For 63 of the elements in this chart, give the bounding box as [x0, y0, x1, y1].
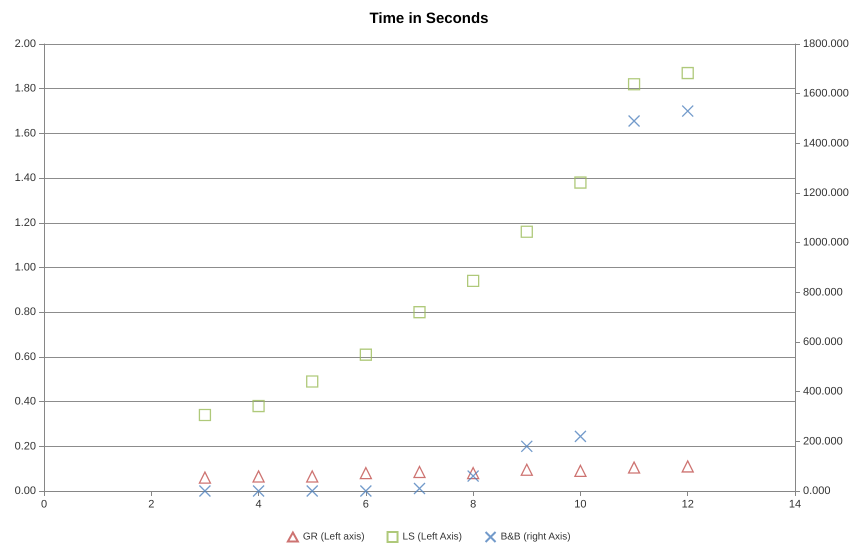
y2-tick-label: 1800.000: [803, 38, 849, 50]
point: [198, 408, 212, 422]
point: [413, 306, 426, 318]
x-tick-label: 10: [574, 498, 587, 510]
point: [413, 482, 426, 495]
y2-tick-label: 600.000: [803, 336, 843, 348]
y-tick-label: 0.20: [14, 440, 36, 452]
x-tick-label: 6: [362, 498, 369, 510]
y-tick-label: 2.00: [14, 38, 36, 50]
point: [360, 466, 372, 480]
legend-label: B&B (right Axis): [500, 532, 571, 542]
point: [520, 226, 533, 238]
y-tick-label: 1.60: [14, 127, 36, 140]
point: [520, 464, 533, 476]
point: [628, 461, 640, 474]
point: [252, 484, 265, 498]
y-tick-label: 0.60: [14, 350, 36, 363]
y-tick-label: 1.40: [14, 172, 36, 184]
point: [198, 471, 212, 484]
y2-tick-label: 800.000: [803, 286, 843, 298]
point: [574, 464, 587, 478]
point: [466, 274, 480, 288]
point: [306, 470, 318, 483]
x-tick-label: 2: [148, 498, 154, 510]
chart-title: Time in Seconds: [370, 10, 488, 27]
x-tick-label: 14: [788, 498, 802, 510]
y-tick-label: 1.00: [14, 262, 36, 274]
point: [628, 78, 640, 90]
y2-tick-label: 400.000: [803, 386, 843, 398]
point: [682, 66, 694, 80]
y-tick-label: 1.80: [14, 82, 36, 95]
legend-label: GR (Left axis): [302, 532, 365, 542]
point: [252, 470, 265, 483]
point: [360, 348, 372, 361]
x-tick-label: 0: [40, 498, 48, 510]
point: [198, 484, 212, 498]
x-tick-label: 8: [470, 498, 476, 510]
x-tick-label: 4: [256, 498, 262, 510]
point: [466, 466, 480, 480]
legend-label: LS (Left Axis): [402, 532, 462, 542]
point: [466, 470, 480, 482]
point: [306, 484, 318, 498]
y-tick-label: 0.00: [14, 485, 36, 497]
point: [574, 176, 587, 189]
point: [574, 430, 587, 443]
y2-tick-label: 1000.000: [803, 236, 849, 249]
point: [360, 484, 372, 498]
point: [682, 104, 694, 118]
x-tick-label: 12: [682, 498, 694, 510]
point: [252, 400, 265, 412]
point: [306, 375, 318, 388]
y-tick-label: 1.20: [14, 216, 36, 229]
y-tick-label: 0.40: [14, 396, 36, 408]
y2-tick-label: 1400.000: [803, 137, 849, 150]
y2-tick-label: 0.000: [803, 485, 831, 497]
point: [520, 440, 533, 452]
point: [682, 460, 694, 473]
point: [413, 466, 426, 478]
y2-tick-label: 1600.000: [803, 88, 849, 100]
y-tick-label: 0.80: [14, 306, 36, 318]
y2-tick-label: 1200.000: [803, 187, 849, 199]
point: [628, 114, 640, 128]
y2-tick-label: 200.000: [803, 435, 843, 448]
